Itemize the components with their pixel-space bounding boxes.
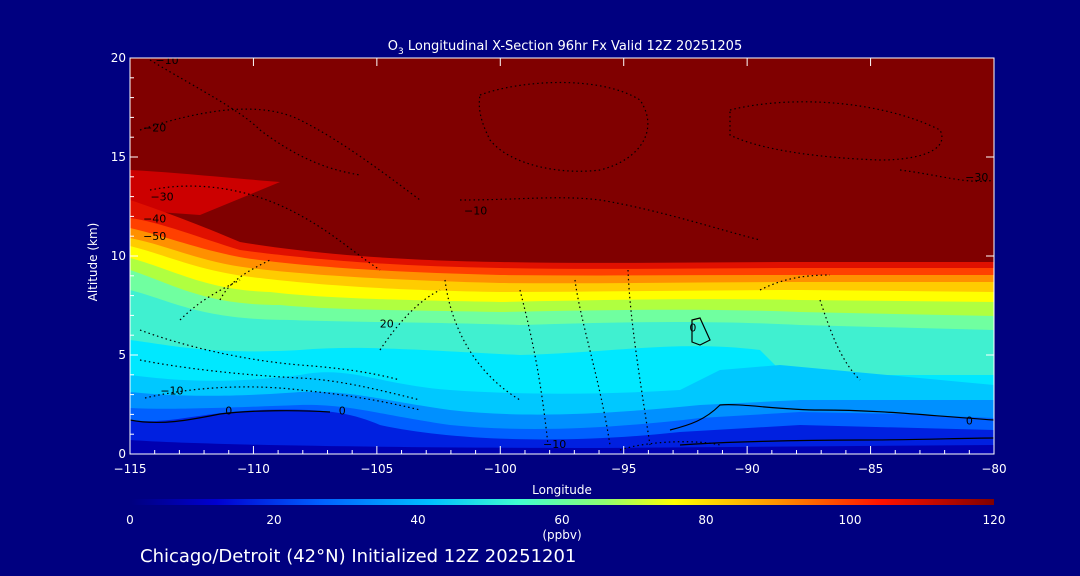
band-110 [130, 170, 280, 215]
x-tick-label: −85 [858, 462, 883, 476]
band-10 [130, 440, 994, 454]
x-tick-label: −100 [484, 462, 517, 476]
y-axis: 0 5 10 15 20 [111, 51, 994, 461]
contour-label: −10 [464, 204, 487, 217]
y-tick-label: 10 [111, 249, 126, 263]
zero-contours [130, 317, 994, 446]
contour-line [459, 197, 761, 241]
x-tick-label: −105 [360, 462, 393, 476]
y-tick-label: 0 [118, 447, 126, 461]
colorbar-tick-label: 80 [698, 513, 713, 527]
zero-contour-loop [691, 317, 711, 346]
colorbar-tick-label: 40 [410, 513, 425, 527]
contour-line [149, 59, 361, 176]
contour-line [729, 101, 943, 161]
contour-label: 0 [225, 404, 232, 417]
contour-label: 0 [339, 404, 346, 417]
contour-label: −10 [543, 438, 566, 451]
contour-line [627, 269, 651, 446]
contour-line [139, 329, 401, 381]
title-subscript: 3 [398, 47, 404, 57]
contour-label: −20 [143, 121, 166, 134]
contour-label: 0 [966, 414, 973, 427]
x-tick-label: −95 [611, 462, 636, 476]
contour-line [444, 279, 521, 401]
colorbar [130, 499, 994, 505]
contour-label: −10 [160, 385, 183, 398]
contour-label: −30 [150, 191, 173, 204]
colorbar-units: (ppbv) [542, 528, 581, 542]
title-rest: Longitudinal X-Section 96hr Fx Valid 12Z… [404, 39, 743, 54]
contour-labels: −10 −20 −30 −40 −50 −10 −30 20 −10 0 0 −10 0 0 [143, 54, 988, 451]
x-tick-label: −80 [981, 462, 1006, 476]
contour-label: −50 [143, 230, 166, 243]
contour-label: −40 [143, 212, 166, 225]
contour-line [519, 289, 549, 446]
x-tick-label: −115 [114, 462, 147, 476]
footer-caption: Chicago/Detroit (42°N) Initialized 12Z 2… [140, 546, 576, 567]
contour-line [144, 386, 421, 411]
band-20 [130, 409, 994, 454]
contour-label: −30 [965, 171, 988, 184]
contour-line [619, 441, 721, 451]
plot-area: −10 −20 −30 −40 −50 −10 −30 20 −10 0 0 −10 0 0 [130, 54, 994, 454]
contour-line [219, 259, 271, 301]
contour-label: −10 [155, 54, 178, 67]
colorbar-tick-label: 20 [266, 513, 281, 527]
contour-line [139, 108, 421, 201]
title-main: O [388, 39, 398, 54]
contour-label: 0 [689, 321, 696, 334]
zero-contour-east-lower [679, 437, 994, 446]
colorbar-tick-label: 120 [983, 513, 1006, 527]
x-tick-label: −110 [237, 462, 270, 476]
colorbar-tick-label: 0 [126, 513, 134, 527]
colorbar-tick-label: 60 [554, 513, 569, 527]
zero-contour-west [130, 410, 331, 424]
contour-label: 20 [380, 317, 394, 330]
y-tick-label: 20 [111, 51, 126, 65]
x-axis-label: Longitude [532, 483, 592, 497]
colorbar-tick-label: 100 [839, 513, 862, 527]
colorbar-ticks: 0 20 40 60 80 100 120 [126, 513, 1005, 527]
x-axis: −115 −110 −105 −100 −95 −90 −85 −80 [114, 58, 1007, 476]
contour-line [819, 299, 861, 381]
y-tick-label: 5 [118, 348, 126, 362]
y-tick-label: 15 [111, 150, 126, 164]
contour-line [759, 274, 831, 291]
zero-contour-east [669, 404, 994, 431]
chart-title: O3 Longitudinal X-Section 96hr Fx Valid … [388, 39, 742, 57]
x-tick-label: −90 [734, 462, 759, 476]
contour-line [139, 359, 421, 401]
contour-lines [139, 59, 994, 451]
y-axis-label: Altitude (km) [86, 223, 100, 302]
